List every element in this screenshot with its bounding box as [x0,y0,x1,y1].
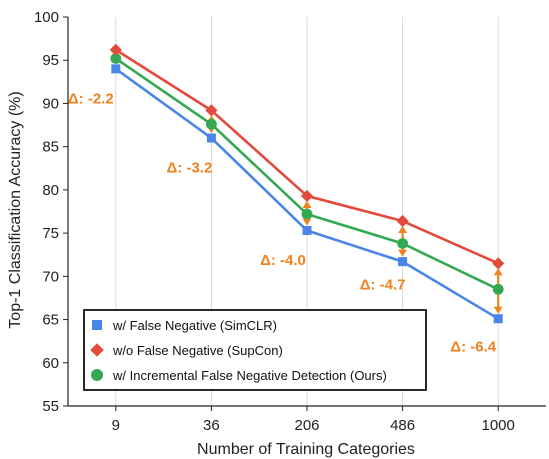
x-tick-label: 486 [390,417,415,434]
data-point-circle [492,283,504,295]
data-point-square [111,64,121,74]
data-point-circle [397,238,408,249]
y-tick-label: 75 [42,225,59,242]
x-tick-label: 9 [112,417,120,434]
data-point-square [493,314,503,324]
data-point-square [398,257,408,267]
data-point-square [92,320,102,330]
data-point-diamond [300,189,314,203]
y-tick-labels: 55 60 65 70 75 80 85 90 95 100 [34,9,68,415]
delta-arrow-head-down [493,306,503,314]
y-tick-label: 80 [42,182,59,199]
x-tick-label: 206 [294,417,319,434]
delta-arrow-head-down [302,218,312,226]
y-tick-label: 90 [42,95,59,112]
y-axis-label: Top-1 Classification Accuracy (%) [7,91,24,328]
delta-annotations: Δ: -2.2 Δ: -3.2 Δ: -4.0 Δ: -4.7 Δ: -6.4 [68,90,497,355]
delta-arrow-head-up [302,200,312,208]
x-tick-label: 1000 [482,417,515,434]
legend-entry-label: w/ False Negative (SimCLR) [112,318,277,333]
data-point-diamond [396,214,409,228]
data-point-circle [206,118,217,130]
delta-annotation: Δ: -4.0 [260,252,306,269]
delta-annotation: Δ: -6.4 [450,339,496,356]
legend-entry-label: w/ Incremental False Negative Detection … [112,368,387,383]
delta-annotation: Δ: -4.7 [360,276,406,293]
delta-arrow-head-down [398,249,408,257]
data-point-circle [91,369,103,381]
delta-arrow-head-up [493,268,503,276]
x-tick-label: 36 [203,417,220,434]
delta-annotation: Δ: -2.2 [68,90,114,107]
data-point-square [302,226,312,236]
y-tick-label: 55 [42,398,59,415]
legend: w/ False Negative (SimCLR) w/o False Nega… [83,309,427,391]
data-point-circle [110,53,122,64]
legend-entry-label: w/o False Negative (SupCon) [112,343,283,358]
x-tick-labels: 9 36 206 486 1000 [112,406,515,434]
y-tick-label: 100 [34,9,59,26]
data-point-diamond [90,343,104,357]
y-tick-label: 95 [42,52,59,69]
delta-annotation: Δ: -3.2 [167,160,213,177]
x-axis-label: Number of Training Categories [197,441,415,458]
series-markers [109,43,505,324]
y-tick-label: 65 [42,312,59,329]
y-tick-label: 85 [42,139,59,156]
data-point-square [206,133,216,143]
y-tick-label: 70 [42,268,59,285]
data-point-circle [301,208,313,220]
data-point-diamond [205,104,218,117]
legend-box [83,309,427,391]
data-point-diamond [109,43,122,56]
delta-arrow-head-up [398,226,408,234]
y-tick-label: 60 [42,355,59,372]
data-point-diamond [492,257,505,270]
